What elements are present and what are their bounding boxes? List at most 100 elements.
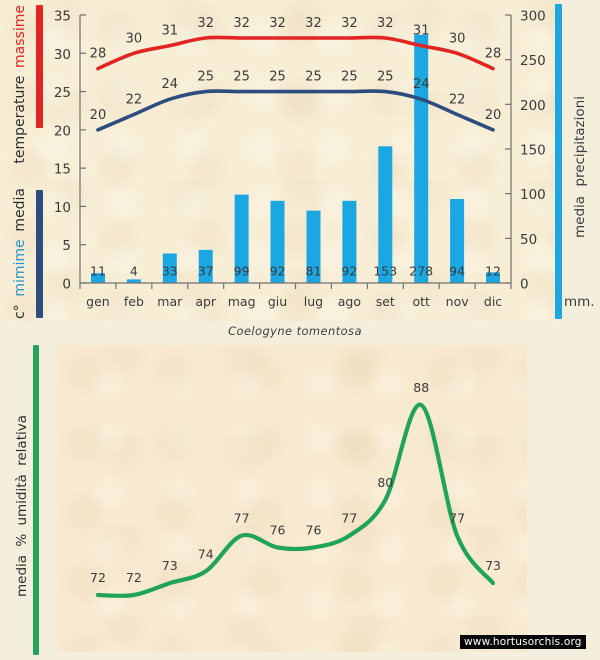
left-tick-label: 30	[54, 47, 71, 63]
massime-value: 31	[413, 24, 430, 39]
massime-line	[96, 35, 495, 71]
humidity-value: 76	[270, 523, 286, 538]
left-tick-label: 5	[62, 238, 71, 254]
humidity-line-chart: 72 72 73 74 77 76 76 77 80 88 77 73	[90, 380, 501, 598]
value-labels: 28 30 31 32 32 32 32 32 32 31 30 28 20 22 24 25 25 25 25 25…	[90, 16, 502, 279]
bar-gen	[91, 273, 105, 283]
precipitation-value: 92	[341, 264, 357, 279]
massime-value: 32	[377, 16, 394, 31]
massime-value: 32	[341, 16, 358, 31]
precipitation-value: 12	[485, 264, 501, 279]
bar-ott	[414, 34, 429, 284]
month-label: nov	[446, 294, 470, 309]
watermark-link[interactable]: www.hortusorchis.org	[460, 635, 586, 649]
bar-mag	[234, 194, 249, 283]
precipitation-value: 37	[198, 264, 214, 279]
massime-value: 28	[90, 47, 107, 62]
temperature-lines	[96, 35, 495, 132]
right-tick-label: 300	[520, 9, 546, 25]
bar-ago	[342, 200, 357, 283]
humidity-value: 76	[306, 523, 322, 538]
precipitation-value: 99	[234, 264, 250, 279]
humidity-value: 72	[126, 570, 142, 585]
right-tick-label: 250	[520, 53, 546, 69]
humidity-value: 77	[234, 511, 250, 526]
month-label: mag	[228, 294, 256, 309]
month-label: gen	[86, 294, 110, 309]
left-tick-label: 15	[54, 162, 71, 178]
bar-apr	[198, 249, 213, 283]
bar-feb	[126, 279, 141, 283]
massime-value: 30	[449, 31, 466, 46]
precipitation-value: 4	[130, 264, 138, 279]
precipitation-value: 11	[90, 264, 106, 279]
mimime-value: 24	[413, 77, 430, 92]
right-tick-label: 150	[520, 143, 546, 159]
massime-value: 32	[305, 16, 322, 31]
right-tick-label: 200	[520, 98, 546, 114]
mimime-value: 25	[197, 70, 214, 85]
precipitazioni-color-bar	[555, 4, 562, 319]
massime-color-bar	[36, 5, 43, 128]
precipitation-value: 153	[373, 264, 397, 279]
top-chart-backdrop	[0, 0, 561, 321]
left-tick-label: 25	[54, 85, 71, 101]
massime-value: 32	[269, 16, 286, 31]
month-label: ott	[412, 294, 430, 309]
massime-value: 30	[126, 31, 143, 46]
humidity-value: 72	[90, 570, 106, 585]
mimime-value: 25	[305, 70, 322, 85]
mimime-color-bar	[36, 190, 43, 318]
mimime-value: 25	[233, 70, 250, 85]
left-tick-label: 20	[54, 123, 71, 139]
precipitation-value: 81	[306, 264, 322, 279]
bar-mar	[162, 253, 177, 283]
humidity-value: 77	[449, 511, 465, 526]
bar-lug	[306, 210, 321, 283]
month-label: feb	[124, 294, 144, 309]
humidity-line	[95, 402, 496, 598]
left-tick-label: 10	[54, 200, 71, 216]
massime-value: 32	[197, 16, 214, 31]
mm-unit-label: mm.	[564, 294, 595, 310]
month-label: giu	[268, 294, 287, 309]
month-label: apr	[195, 294, 217, 309]
humidity-value: 88	[413, 380, 429, 395]
humidity-value: 77	[341, 511, 357, 526]
precipitation-value: 33	[162, 264, 178, 279]
precipitation-value: 278	[409, 264, 433, 279]
umidita-color-bar	[33, 345, 39, 655]
month-label: set	[376, 294, 395, 309]
mimime-value: 22	[126, 93, 143, 108]
species-title: Coelogyne tomentosa	[228, 324, 362, 338]
mimime-line	[96, 89, 495, 132]
mimime-value: 20	[90, 108, 107, 123]
precipitation-value: 92	[270, 264, 286, 279]
mimime-value: 25	[341, 70, 358, 85]
humidity-value-labels: 72 72 73 74 77 76 76 77 80 88 77 73	[90, 380, 501, 585]
precipitation-value: 94	[449, 264, 465, 279]
bar-nov	[450, 199, 465, 283]
bar-giu	[270, 200, 285, 283]
month-label: dic	[484, 294, 502, 309]
humidity-value: 74	[198, 546, 214, 561]
massime-value: 31	[162, 24, 179, 39]
mimime-value: 25	[269, 70, 286, 85]
axes	[79, 14, 512, 289]
mimime-value: 25	[377, 70, 394, 85]
bar-set	[378, 146, 393, 283]
massime-value: 32	[233, 16, 250, 31]
left-tick-label: 35	[54, 9, 71, 25]
left-tick-label: 0	[62, 277, 71, 293]
humidity-value: 73	[485, 558, 501, 573]
right-tick-label: 50	[520, 232, 537, 248]
right-tick-label: 100	[520, 187, 546, 203]
humidity-value: 80	[377, 475, 393, 490]
massime-value: 28	[485, 47, 502, 62]
month-label: ago	[338, 294, 361, 309]
month-label: mar	[157, 294, 183, 309]
month-label: lug	[304, 294, 323, 309]
